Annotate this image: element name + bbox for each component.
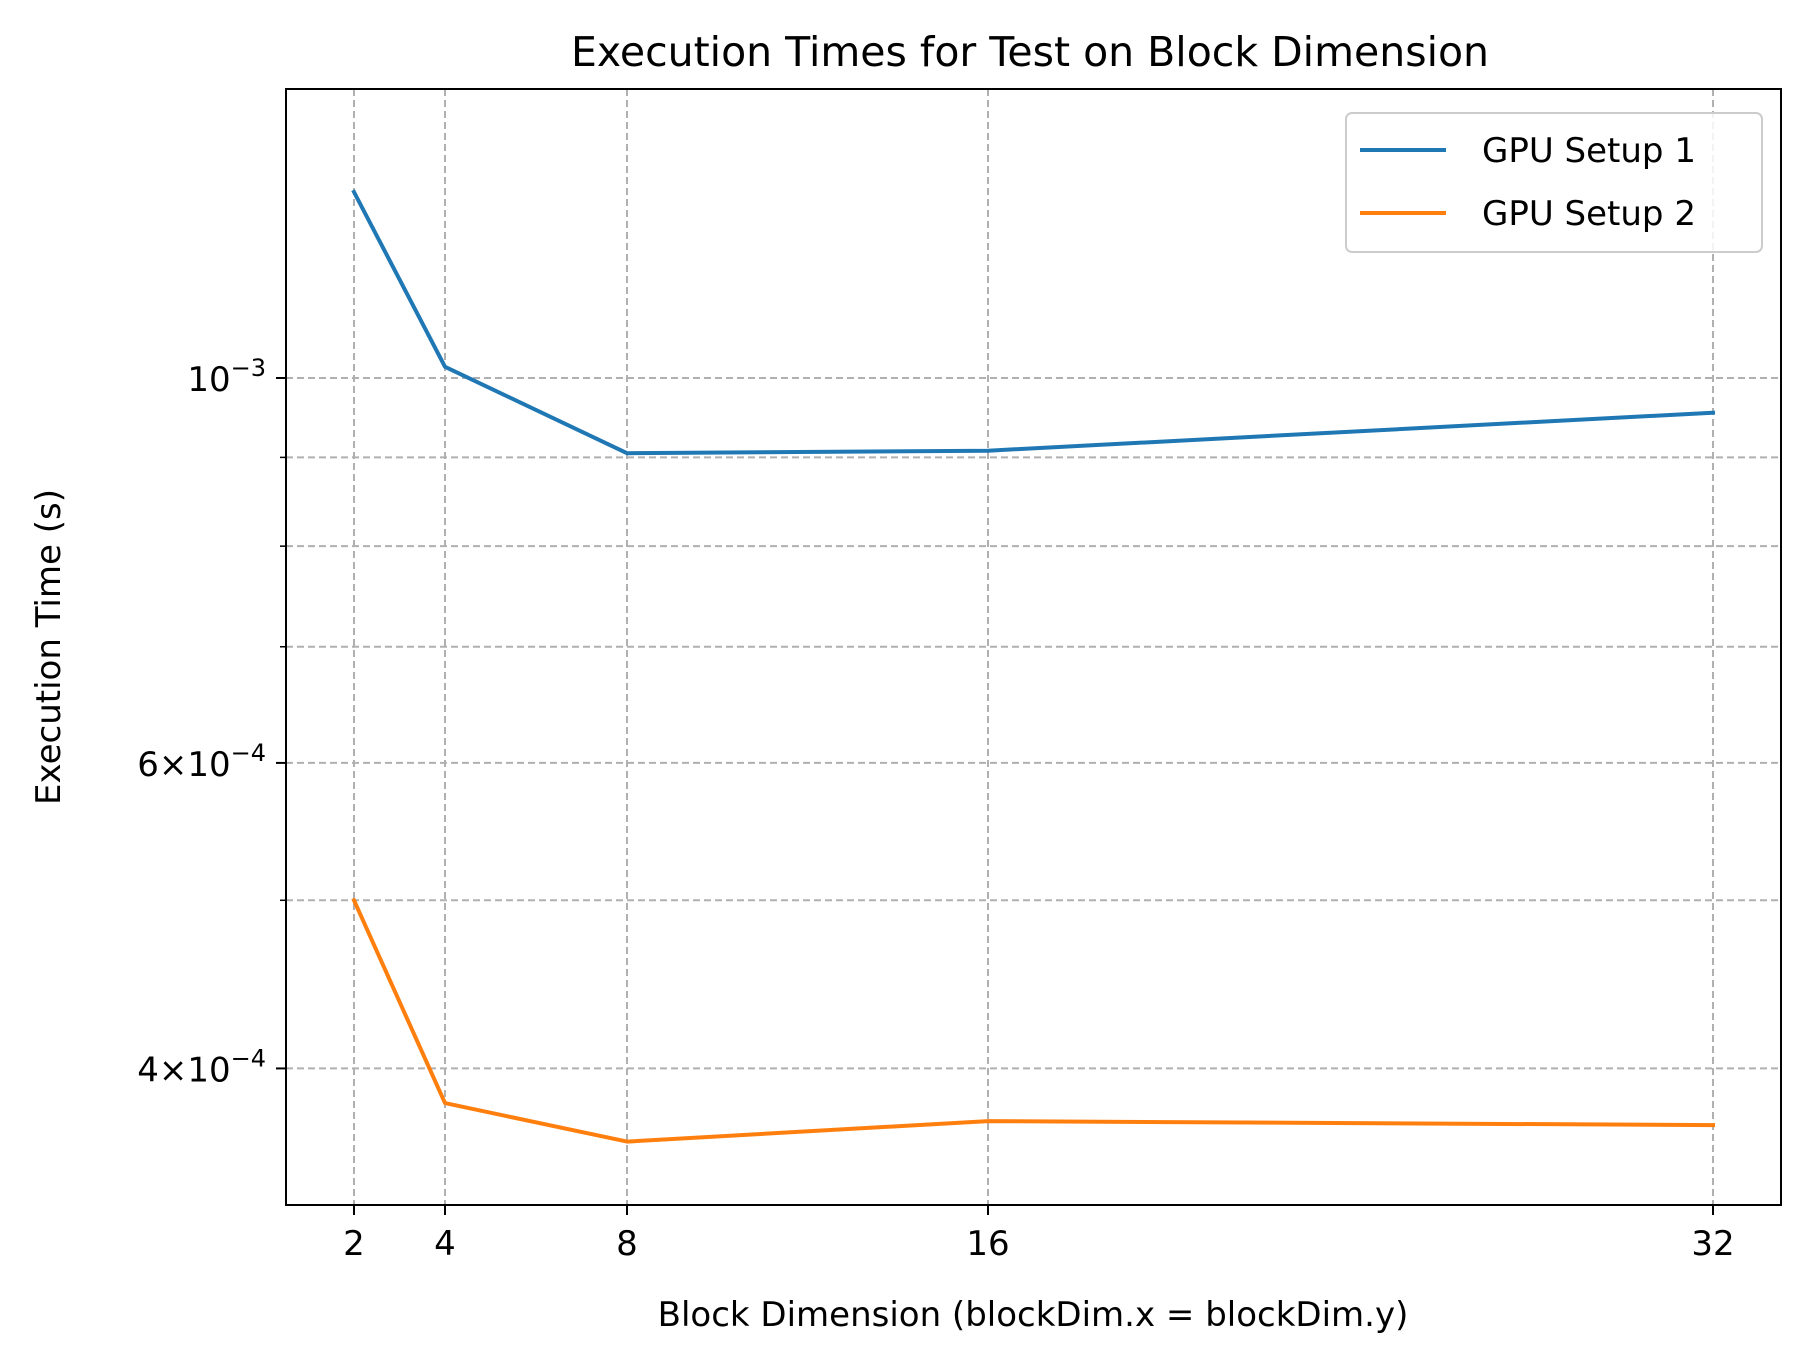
x-axis-label: Block Dimension (blockDim.x = blockDim.y… [658,1295,1409,1335]
x-tick-label: 16 [966,1224,1009,1264]
y-axis: 10−3 6×10−4 4×10−4 [137,354,286,1090]
grid-layer [286,89,1781,1205]
y-tick-label: 6×10−4 [137,739,266,785]
x-tick-label: 4 [434,1224,456,1264]
legend: GPU Setup 1 GPU Setup 2 [1345,112,1763,253]
legend-label: GPU Setup 1 [1482,131,1696,171]
y-tick-label: 10−3 [187,354,266,400]
series-line-2 [351,897,1716,1144]
chart-title: Execution Times for Test on Block Dimens… [571,28,1489,76]
legend-label: GPU Setup 2 [1482,194,1696,234]
x-tick-label: 2 [343,1224,365,1264]
y-axis-label: Execution Time (s) [29,489,69,805]
y-tick-label: 4×10−4 [137,1044,266,1090]
x-tick-label: 32 [1691,1224,1734,1264]
series-layer [351,189,1716,1144]
legend-box [1345,112,1763,253]
series-line-1 [351,189,1716,456]
x-axis: 2 4 8 16 32 [343,1205,1735,1264]
x-tick-label: 8 [616,1224,638,1264]
